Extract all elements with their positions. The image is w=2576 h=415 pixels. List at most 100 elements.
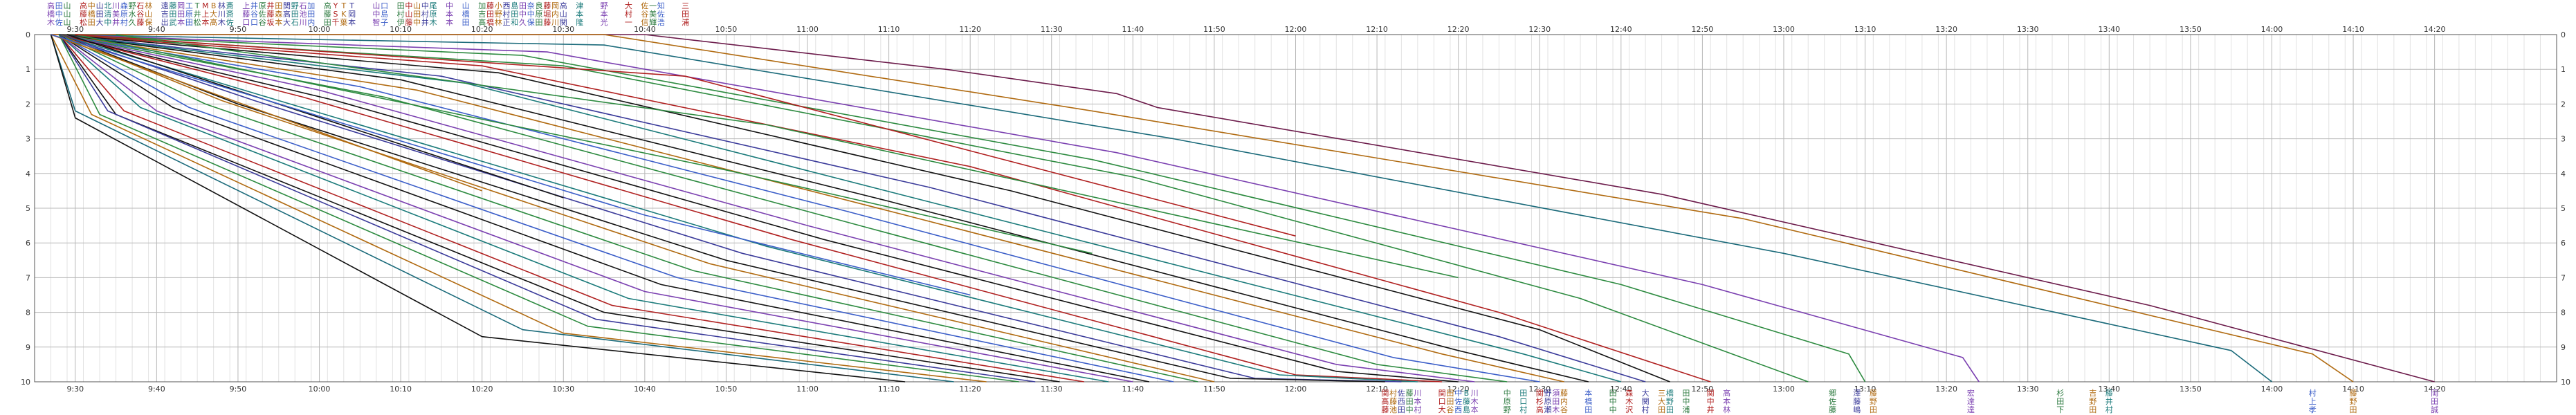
top-name-label: 井 xyxy=(194,9,201,19)
y-tick-label-left: 9 xyxy=(26,343,30,352)
top-name-label: 中 xyxy=(405,1,412,10)
bottom-name-label: 関 xyxy=(1536,389,1544,398)
bottom-name-label: 田 xyxy=(2431,397,2438,406)
bottom-name-label: 中 xyxy=(1609,405,1617,414)
top-name-label: 山 xyxy=(64,1,71,10)
top-name-label: 山 xyxy=(64,10,71,19)
top-name-label: T xyxy=(349,1,354,10)
top-name-label: 谷 xyxy=(641,10,648,19)
top-name-label: 加 xyxy=(307,1,315,10)
top-name-label: 北 xyxy=(104,1,111,10)
y-tick-label-right: 10 xyxy=(2561,378,2570,387)
bottom-name-label: 須 xyxy=(1552,389,1560,398)
top-name-label: 口 xyxy=(242,18,250,27)
series-line xyxy=(75,34,1093,255)
bottom-name-label: 下 xyxy=(2056,405,2064,414)
x-tick-label-bottom: 12:10 xyxy=(1366,385,1388,394)
top-name-label: 島 xyxy=(511,1,518,10)
bottom-name-label: 藤 xyxy=(1463,397,1470,406)
top-name-label: M xyxy=(202,1,209,10)
series-line xyxy=(58,34,1133,382)
series-line xyxy=(51,34,2354,382)
top-name-label: 林 xyxy=(145,1,152,10)
top-name-label: 原 xyxy=(430,10,437,19)
y-tick-label-left: 5 xyxy=(26,204,30,213)
bottom-name-label: 高 xyxy=(1381,396,1389,406)
top-name-label: 中 xyxy=(413,18,421,27)
top-name-label: 保 xyxy=(145,17,152,27)
top-name-label: 藤 xyxy=(80,10,87,19)
top-name-label: 井 xyxy=(112,17,120,27)
bottom-name-label: 関 xyxy=(1642,397,1650,406)
bottom-name-label: 野 xyxy=(1504,405,1511,414)
bottom-name-label: 村 xyxy=(1414,405,1421,414)
x-tick-label-top: 10:00 xyxy=(309,25,331,34)
top-name-label: 美 xyxy=(112,10,120,19)
x-tick-label-bottom: 13:20 xyxy=(1935,385,1957,394)
top-name-label: 田 xyxy=(96,10,104,19)
top-name-label: 山 xyxy=(462,1,470,10)
series-line xyxy=(59,34,1809,382)
y-tick-label-left: 6 xyxy=(26,239,30,248)
bottom-name-label: 口 xyxy=(1438,397,1446,406)
bottom-name-label: 藤 xyxy=(1389,397,1397,406)
series-line xyxy=(58,34,1084,382)
top-name-label: 川 xyxy=(112,1,120,10)
top-name-label: 井 xyxy=(250,1,258,10)
top-name-label: 原 xyxy=(259,1,266,10)
top-name-label: 村 xyxy=(397,9,405,19)
top-name-label: 藤 xyxy=(543,18,551,27)
top-name-label: 石 xyxy=(300,1,307,10)
x-tick-label-top: 13:00 xyxy=(1773,25,1795,34)
bottom-name-label: 杉 xyxy=(1536,396,1544,406)
top-name-label: 田 xyxy=(185,18,193,27)
y-tick-label-left: 10 xyxy=(21,378,30,387)
series-line xyxy=(75,34,1296,237)
y-tick-label-left: 3 xyxy=(26,135,30,144)
top-name-label: 原 xyxy=(185,10,193,19)
x-tick-label-bottom: 11:40 xyxy=(1122,385,1144,394)
top-name-label: 森 xyxy=(275,9,282,19)
x-tick-label-top: 13:50 xyxy=(2180,25,2202,34)
y-tick-label-right: 0 xyxy=(2561,30,2566,39)
top-name-label: 田 xyxy=(291,10,299,19)
series-line xyxy=(58,34,1150,382)
bottom-name-label: 木 xyxy=(1471,397,1479,406)
x-tick-label-bottom: 12:00 xyxy=(1285,385,1307,394)
bottom-name-label: 関 xyxy=(1381,389,1389,398)
bottom-name-label: 森 xyxy=(1625,388,1633,398)
bottom-name-label: 橋 xyxy=(1584,396,1592,406)
bottom-name-label: 西 xyxy=(1398,397,1405,406)
x-tick-label-top: 10:30 xyxy=(552,25,574,34)
top-name-label: 内 xyxy=(307,17,315,27)
top-name-label: 中 xyxy=(519,10,527,19)
bottom-name-label: 孝 xyxy=(2309,405,2317,414)
top-name-label: 遠 xyxy=(161,1,169,10)
series-line xyxy=(59,34,1459,382)
x-tick-label-bottom: 11:50 xyxy=(1203,385,1225,394)
bottom-name-label: 野 xyxy=(1870,397,1877,406)
bottom-name-label: 田 xyxy=(1682,389,1690,398)
top-name-label: 山 xyxy=(96,1,104,10)
top-name-label: 中 xyxy=(55,10,63,19)
top-name-label: 藤 xyxy=(543,1,551,10)
series-line xyxy=(58,34,1174,382)
top-name-label: 谷 xyxy=(250,10,258,19)
top-name-label: 大 xyxy=(210,9,217,19)
top-name-label: 田 xyxy=(682,10,689,19)
bottom-name-label: 上 xyxy=(2309,397,2317,406)
x-tick-label-top: 11:00 xyxy=(796,25,819,34)
series-line xyxy=(59,34,1980,382)
bottom-name-label: 藤 xyxy=(2105,389,2113,398)
bottom-name-label: 浦 xyxy=(1682,405,1690,414)
top-name-label: 村 xyxy=(502,9,510,19)
top-name-label: 山 xyxy=(405,10,412,19)
series-line xyxy=(59,34,1475,382)
top-name-label: 中 xyxy=(104,18,111,27)
bottom-name-label: 野 xyxy=(2350,397,2357,406)
bottom-name-label: 大 xyxy=(1658,396,1665,406)
y-tick-label-right: 4 xyxy=(2561,169,2566,178)
